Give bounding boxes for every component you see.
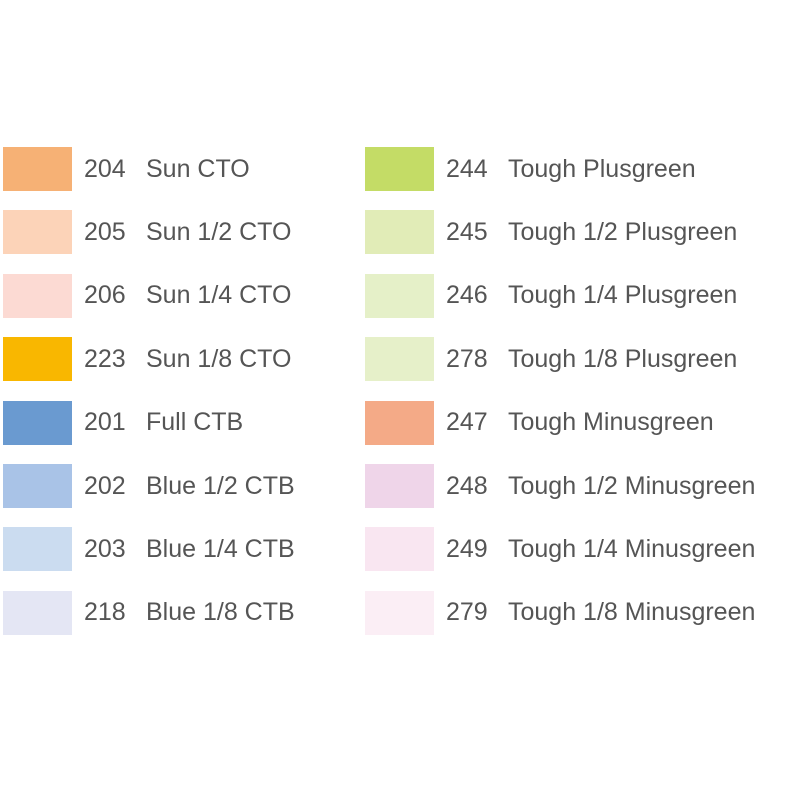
filter-name: Tough 1/4 Plusgreen [508,281,738,310]
color-row: 202 Blue 1/2 CTB [3,464,353,508]
filter-code: 205 [84,217,126,246]
filter-code: 204 [84,154,126,183]
filter-code: 218 [84,598,126,627]
color-swatch [365,147,434,191]
color-row: 218 Blue 1/8 CTB [3,590,353,635]
filter-name: Tough 1/8 Plusgreen [508,344,738,373]
filter-name: Tough 1/8 Minusgreen [508,598,756,627]
color-swatch [365,337,434,382]
filter-name: Tough 1/4 Minusgreen [508,534,756,563]
color-row: 201 Full CTB [3,400,353,445]
color-swatch [3,273,72,318]
color-row: 244 Tough Plusgreen [365,147,797,191]
color-row: 278 Tough 1/8 Plusgreen [365,337,797,382]
color-row: 247 Tough Minusgreen [365,400,797,445]
color-swatch [365,527,434,572]
filter-name: Tough 1/2 Minusgreen [508,471,756,500]
filter-code: 247 [446,408,488,437]
filter-code: 248 [446,471,488,500]
filter-code: 249 [446,534,488,563]
color-row: 204 Sun CTO [3,147,353,191]
color-row: 206 Sun 1/4 CTO [3,273,353,318]
color-swatch [3,590,72,635]
color-swatch [3,464,72,508]
color-row: 248 Tough 1/2 Minusgreen [365,464,797,508]
color-swatch [365,273,434,318]
color-row: 205 Sun 1/2 CTO [3,210,353,255]
color-swatch [3,337,72,382]
color-row: 203 Blue 1/4 CTB [3,527,353,572]
color-row: 223 Sun 1/8 CTO [3,337,353,382]
color-row: 279 Tough 1/8 Minusgreen [365,590,797,635]
color-swatch [3,400,72,445]
filter-code: 203 [84,534,126,563]
filter-name: Full CTB [146,408,244,437]
color-row: 246 Tough 1/4 Plusgreen [365,273,797,318]
filter-name: Blue 1/2 CTB [146,471,295,500]
filter-code: 206 [84,281,126,310]
color-swatch [365,400,434,445]
filter-name: Blue 1/8 CTB [146,598,295,627]
color-swatch [365,464,434,508]
color-swatch [3,210,72,255]
filter-name: Blue 1/4 CTB [146,534,295,563]
color-swatch [365,210,434,255]
filter-code: 244 [446,154,488,183]
filter-code: 246 [446,281,488,310]
filter-name: Sun 1/2 CTO [146,217,292,246]
color-row: 245 Tough 1/2 Plusgreen [365,210,797,255]
color-swatch [3,147,72,191]
filter-code: 278 [446,344,488,373]
filter-name: Sun 1/8 CTO [146,344,292,373]
filter-name: Tough 1/2 Plusgreen [508,217,738,246]
filter-name: Tough Plusgreen [508,154,696,183]
filter-name: Tough Minusgreen [508,408,714,437]
color-swatch [3,527,72,572]
filter-name: Sun 1/4 CTO [146,281,292,310]
filter-name: Sun CTO [146,154,250,183]
filter-code: 223 [84,344,126,373]
filter-code: 201 [84,408,126,437]
filter-code: 202 [84,471,126,500]
color-swatch [365,590,434,635]
color-row: 249 Tough 1/4 Minusgreen [365,527,797,572]
filter-code: 245 [446,217,488,246]
filter-code: 279 [446,598,488,627]
